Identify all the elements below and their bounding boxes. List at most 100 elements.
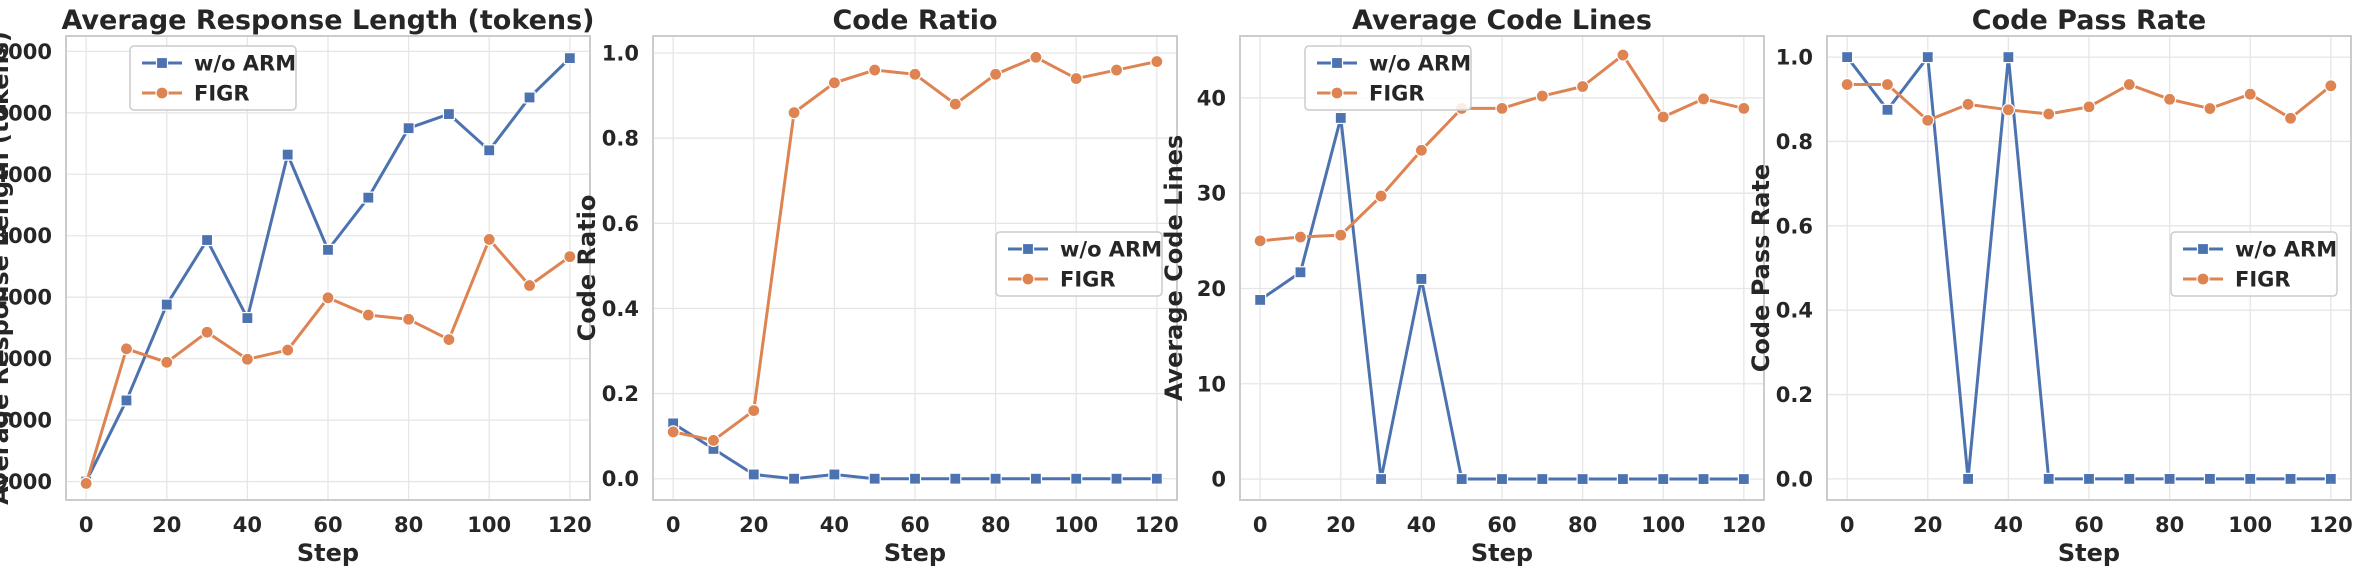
x-tick-label: 80 <box>1568 513 1597 537</box>
data-point <box>1616 48 1630 62</box>
x-tick-label: 100 <box>467 513 511 537</box>
data-point <box>1334 228 1348 242</box>
x-tick-label: 20 <box>739 513 768 537</box>
legend: w/o ARM FIGR <box>995 231 1163 297</box>
data-point <box>442 332 456 347</box>
x-tick-label: 120 <box>1722 513 1766 537</box>
data-point <box>828 468 841 481</box>
plot-frame <box>1239 35 1765 501</box>
data-point <box>908 472 922 485</box>
y-axis-label: Code Ratio <box>573 195 601 342</box>
data-point <box>1069 71 1083 86</box>
data-point <box>160 355 174 369</box>
series-figr <box>1253 48 1751 248</box>
data-point <box>482 232 496 247</box>
x-tick-label: 60 <box>1487 513 1516 537</box>
y-tick-label: 0.0 <box>1776 467 1813 491</box>
data-point <box>2042 472 2055 486</box>
data-point <box>948 97 962 111</box>
legend-entry-figr: FIGR <box>1008 268 1116 292</box>
data-point <box>1110 472 1123 485</box>
data-point <box>120 394 133 407</box>
data-point <box>79 476 93 491</box>
series-figr <box>1840 77 2338 127</box>
data-point <box>1414 143 1428 157</box>
y-tick-label: 14000 <box>0 163 52 187</box>
data-point <box>281 343 295 357</box>
data-point <box>1294 266 1307 279</box>
data-point <box>1921 50 1934 64</box>
data-point <box>1455 472 1468 486</box>
data-point <box>1150 54 1164 69</box>
data-point <box>1880 77 1895 92</box>
data-point <box>402 312 416 326</box>
data-point <box>241 311 254 325</box>
x-axis-label: Step <box>2058 539 2120 567</box>
chart-title: Average Code Lines <box>1352 5 1652 36</box>
data-point <box>2203 472 2217 486</box>
legend-label: w/o ARM <box>194 52 296 76</box>
data-point <box>563 52 576 65</box>
legend-entry-w-o-arm: w/o ARM <box>2183 238 2337 262</box>
chart-title: Average Response Length (tokens) <box>61 5 594 36</box>
data-point <box>1536 472 1549 486</box>
data-point <box>2324 79 2338 93</box>
data-point <box>522 278 537 293</box>
data-point <box>1737 101 1751 116</box>
legend-entry-figr: FIGR <box>1317 82 1425 106</box>
y-tick-label: 0.4 <box>1776 299 1813 323</box>
data-point <box>2082 472 2096 486</box>
data-point <box>827 76 841 90</box>
legend-marker <box>2196 242 2210 256</box>
data-point <box>1881 103 1894 116</box>
gridlines <box>66 36 590 500</box>
x-tick-label: 40 <box>233 513 262 537</box>
data-point <box>787 472 801 485</box>
x-tick-label: 20 <box>1326 513 1355 537</box>
x-tick-label: 60 <box>2074 513 2103 537</box>
x-tick-label: 40 <box>1407 513 1436 537</box>
data-point <box>989 67 1003 81</box>
data-point <box>1374 472 1388 486</box>
data-point <box>442 107 456 121</box>
x-axis-label: Step <box>884 539 946 567</box>
data-point <box>666 425 680 439</box>
y-tick-label: 0.6 <box>1776 214 1813 238</box>
data-point <box>1576 472 1589 486</box>
data-point <box>706 433 721 448</box>
legend: w/o ARM FIGR <box>2170 231 2338 297</box>
series-w-o-arm <box>1841 50 2337 486</box>
y-tick-label: 9000 <box>0 470 52 494</box>
data-point <box>1656 110 1670 124</box>
y-tick-label: 1.0 <box>1776 46 1813 70</box>
data-point <box>2324 472 2337 486</box>
legend-label: w/o ARM <box>1369 52 1471 76</box>
x-tick-label: 0 <box>1253 513 1268 537</box>
x-tick-label: 100 <box>1641 513 1685 537</box>
y-tick-label: 0.8 <box>1776 130 1813 154</box>
x-tick-label: 100 <box>1054 513 1098 537</box>
legend-marker <box>155 56 169 70</box>
legend-marker <box>1021 242 1035 256</box>
y-tick-label: 13000 <box>0 224 52 248</box>
x-tick-label: 80 <box>394 513 423 537</box>
data-point <box>321 291 335 305</box>
data-point <box>2123 472 2136 486</box>
data-point <box>1495 101 1509 116</box>
data-point <box>1029 50 1043 64</box>
legend-label: w/o ARM <box>2235 238 2337 262</box>
data-point <box>1840 77 1854 92</box>
legend-marker <box>1021 272 1035 286</box>
y-tick-label: 0 <box>1211 468 1226 492</box>
data-point <box>747 468 760 481</box>
x-tick-label: 40 <box>820 513 849 537</box>
y-tick-label: 12000 <box>0 286 52 310</box>
y-axis-label: Average Code Lines <box>1160 135 1188 402</box>
y-tick-label: 0.2 <box>602 382 639 406</box>
legend-label: FIGR <box>1060 268 1116 292</box>
data-point <box>1576 79 1590 94</box>
y-tick-label: 0.6 <box>602 212 639 236</box>
y-tick-label: 0.8 <box>602 127 639 151</box>
legend-marker <box>2196 272 2210 286</box>
